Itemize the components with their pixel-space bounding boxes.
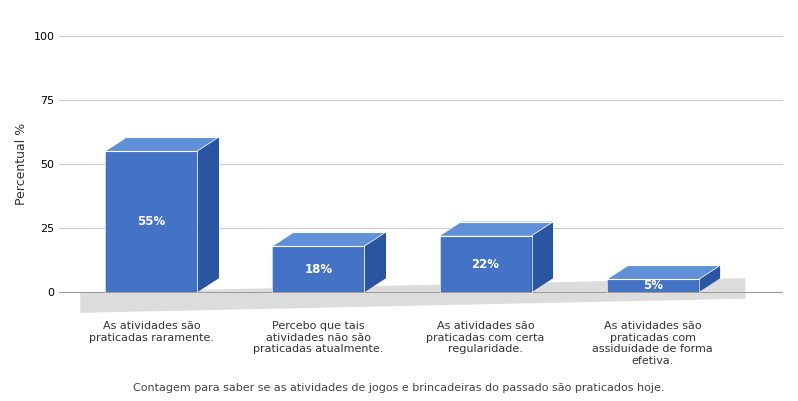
Polygon shape xyxy=(272,232,386,246)
Y-axis label: Percentual %: Percentual % xyxy=(15,123,28,205)
Polygon shape xyxy=(531,222,553,292)
Polygon shape xyxy=(272,246,365,292)
Polygon shape xyxy=(606,279,698,292)
Text: 55%: 55% xyxy=(137,215,165,228)
Polygon shape xyxy=(606,265,721,279)
Polygon shape xyxy=(105,137,219,151)
Polygon shape xyxy=(105,151,197,292)
Polygon shape xyxy=(197,137,219,292)
Polygon shape xyxy=(81,278,745,313)
Text: 18%: 18% xyxy=(304,263,333,275)
Text: 22%: 22% xyxy=(472,257,500,271)
Text: Contagem para saber se as atividades de jogos e brincadeiras do passado são prat: Contagem para saber se as atividades de … xyxy=(133,383,665,393)
Polygon shape xyxy=(440,222,553,236)
Polygon shape xyxy=(365,232,386,292)
Text: 5%: 5% xyxy=(642,279,662,292)
Polygon shape xyxy=(698,265,721,292)
Polygon shape xyxy=(440,236,531,292)
